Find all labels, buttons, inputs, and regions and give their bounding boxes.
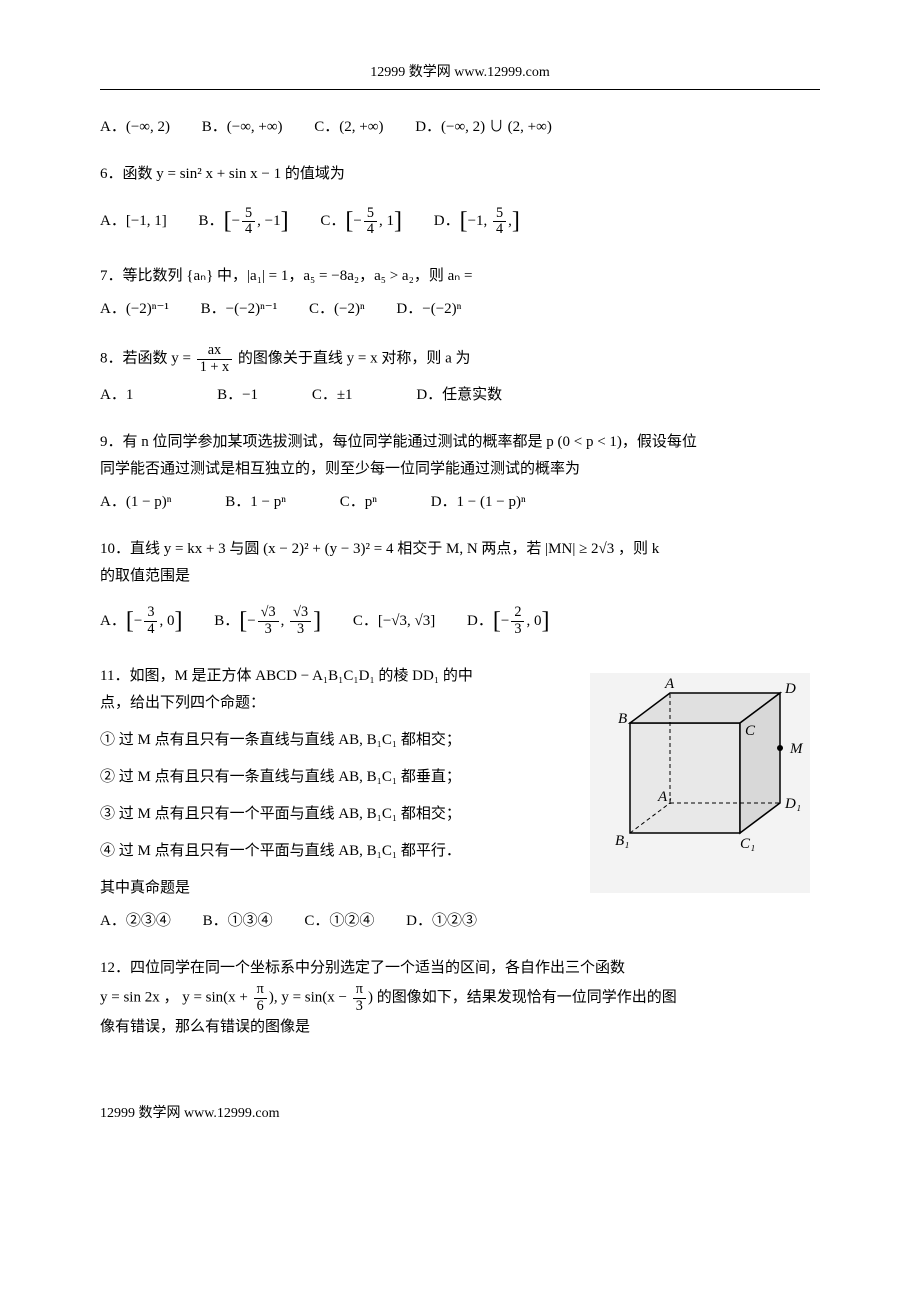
label-A: A xyxy=(664,676,675,692)
label-D1: D₁ xyxy=(784,796,801,812)
q5-opt-d: D．(−∞, 2) ∪ (2, +∞) xyxy=(415,114,552,141)
q6-opt-d: D．[−1, 54,] xyxy=(434,200,520,243)
q6-opt-c: C．[−54, 1] xyxy=(320,200,402,243)
q7-opt-c: C．(−2)ⁿ xyxy=(309,296,365,323)
label-B1: B₁ xyxy=(615,833,629,849)
q8-opt-a: A．1 xyxy=(100,382,133,409)
q10-options: A．[−34, 0] B．[−√33, √33] C．[−√3, √3] D．[… xyxy=(100,600,820,643)
q7-opt-d: D．−(−2)ⁿ xyxy=(396,296,461,323)
q8-opt-b: B．−1 xyxy=(217,382,258,409)
q9-line2: 同学能否通过测试是相互独立的，则至少每一位同学能通过测试的概率为 xyxy=(100,456,820,483)
q8-opt-d: D．任意实数 xyxy=(416,382,502,409)
footer-text: 12999 数学网 www.12999.com xyxy=(100,1106,280,1121)
q11-s4: ④ 过 M 点有且只有一个平面与直线 AB, B₁C₁ 都平行． xyxy=(100,838,520,865)
q12-eq: y = sin 2x ， y = sin(x + π6), y = sin(x … xyxy=(100,982,820,1014)
q10-opt-d: D．[−23, 0] xyxy=(467,600,549,643)
label-C1: C₁ xyxy=(740,836,755,852)
q5-opt-a: A．(−∞, 2) xyxy=(100,114,170,141)
q12-line3: 像有错误，那么有错误的图像是 xyxy=(100,1014,820,1041)
q7-opt-a: A．(−2)ⁿ⁻¹ xyxy=(100,296,169,323)
q11-options: A．②③④ B．①③④ C．①②④ D．①②③ xyxy=(100,908,820,935)
q9-options: A．(1 − p)ⁿ B．1 − pⁿ C．pⁿ D．1 − (1 − p)ⁿ xyxy=(100,489,820,516)
q8-stem: 8．若函数 y = ax1 + x 的图像关于直线 y = x 对称，则 a 为 xyxy=(100,343,820,375)
q5: A．(−∞, 2) B．(−∞, +∞) C．(2, +∞) D．(−∞, 2)… xyxy=(100,114,820,141)
q9: 9．有 n 位同学参加某项选拔测试，每位同学能通过测试的概率都是 p (0 < … xyxy=(100,429,820,516)
q10-opt-c: C．[−√3, √3] xyxy=(353,608,435,635)
q11-opt-a: A．②③④ xyxy=(100,908,171,935)
q10-stem: 10．直线 y = kx + 3 与圆 (x − 2)² + (y − 3)² … xyxy=(100,536,820,563)
q8-options: A．1 B．−1 C．±1 D．任意实数 xyxy=(100,382,820,409)
q5-opt-b: B．(−∞, +∞) xyxy=(202,114,283,141)
q11-opt-d: D．①②③ xyxy=(406,908,477,935)
q6-opt-a: A．[−1, 1] xyxy=(100,208,167,235)
q7: 7．等比数列 {aₙ} 中，|a₁| = 1，a₅ = −8a₂，a₅ > a₂… xyxy=(100,263,820,323)
label-B: B xyxy=(618,711,627,727)
q6-stem: 6．函数 y = sin² x + sin x − 1 的值域为 xyxy=(100,161,820,188)
q11: 11．如图，M 是正方体 ABCD − A₁B₁C₁D₁ 的棱 DD₁ 的中 点… xyxy=(100,663,820,935)
header-text: 12999 数学网 www.12999.com xyxy=(370,65,550,80)
q11-s2: ② 过 M 点有且只有一条直线与直线 AB, B₁C₁ 都垂直； xyxy=(100,764,520,791)
q8-opt-c: C．±1 xyxy=(312,382,353,409)
label-D: D xyxy=(784,681,796,697)
q9-opt-b: B．1 − pⁿ xyxy=(225,489,286,516)
q6-options: A．[−1, 1] B．[−54, −1] C．[−54, 1] D．[−1, … xyxy=(100,200,820,243)
q9-opt-c: C．pⁿ xyxy=(340,489,377,516)
q11-line2: 点，给出下列四个命题： xyxy=(100,690,520,717)
q10-opt-b: B．[−√33, √33] xyxy=(214,600,321,643)
q11-opt-b: B．①③④ xyxy=(203,908,273,935)
label-C: C xyxy=(745,723,756,739)
label-M: M xyxy=(789,741,804,757)
q5-options: A．(−∞, 2) B．(−∞, +∞) C．(2, +∞) D．(−∞, 2)… xyxy=(100,114,820,141)
page-header: 12999 数学网 www.12999.com xyxy=(100,60,820,90)
q5-opt-c: C．(2, +∞) xyxy=(314,114,383,141)
q6: 6．函数 y = sin² x + sin x − 1 的值域为 A．[−1, … xyxy=(100,161,820,243)
q10-stem2: 的取值范围是 xyxy=(100,563,820,590)
q7-stem: 7．等比数列 {aₙ} 中，|a₁| = 1，a₅ = −8a₂，a₅ > a₂… xyxy=(100,263,820,290)
q7-options: A．(−2)ⁿ⁻¹ B．−(−2)ⁿ⁻¹ C．(−2)ⁿ D．−(−2)ⁿ xyxy=(100,296,820,323)
q11-opt-c: C．①②④ xyxy=(304,908,374,935)
q9-opt-a: A．(1 − p)ⁿ xyxy=(100,489,172,516)
q11-line1: 11．如图，M 是正方体 ABCD − A₁B₁C₁D₁ 的棱 DD₁ 的中 xyxy=(100,663,520,690)
q10: 10．直线 y = kx + 3 与圆 (x − 2)² + (y − 3)² … xyxy=(100,536,820,643)
q7-opt-b: B．−(−2)ⁿ⁻¹ xyxy=(201,296,278,323)
q10-opt-a: A．[−34, 0] xyxy=(100,600,182,643)
cube-figure: A D B C M A₁ D₁ B₁ C₁ xyxy=(590,673,810,893)
label-A1: A₁ xyxy=(657,789,672,805)
q12-line1: 12．四位同学在同一个坐标系中分别选定了一个适当的区间，各自作出三个函数 xyxy=(100,955,820,982)
q8: 8．若函数 y = ax1 + x 的图像关于直线 y = x 对称，则 a 为… xyxy=(100,343,820,408)
page-footer: 12999 数学网 www.12999.com xyxy=(100,1101,820,1126)
q12: 12．四位同学在同一个坐标系中分别选定了一个适当的区间，各自作出三个函数 y =… xyxy=(100,955,820,1041)
q9-line1: 9．有 n 位同学参加某项选拔测试，每位同学能通过测试的概率都是 p (0 < … xyxy=(100,429,820,456)
q9-opt-d: D．1 − (1 − p)ⁿ xyxy=(431,489,526,516)
q11-s1: ① 过 M 点有且只有一条直线与直线 AB, B₁C₁ 都相交； xyxy=(100,727,520,754)
q6-opt-b: B．[−54, −1] xyxy=(199,200,289,243)
q11-s3: ③ 过 M 点有且只有一个平面与直线 AB, B₁C₁ 都相交； xyxy=(100,801,520,828)
